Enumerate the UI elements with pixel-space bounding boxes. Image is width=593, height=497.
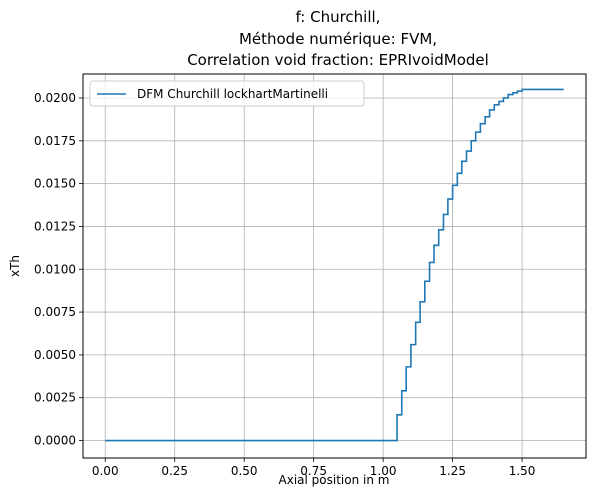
y-tick-label: 0.0050 — [34, 348, 76, 362]
y-tick-label: 0.0200 — [34, 91, 76, 105]
y-axis-ticks: 0.0000 0.0025 0.0050 0.0075 0.0100 0.0125 0.01… — [34, 91, 83, 448]
legend-box — [89, 80, 365, 107]
y-tick-label: 0.0175 — [34, 134, 76, 148]
x-tick-label: 0.25 — [161, 464, 188, 478]
title-line-2: Méthode numérique: FVM, — [239, 30, 437, 48]
y-tick-label: 0.0125 — [34, 219, 76, 233]
series-line — [105, 88, 564, 442]
y-tick-label: 0.0075 — [34, 305, 76, 319]
y-tick-label: 0.0000 — [34, 434, 76, 448]
y-tick-label: 0.0025 — [34, 391, 76, 405]
x-tick-label: 1.50 — [509, 464, 536, 478]
x-axis-label: Axial position in m — [279, 473, 390, 487]
legend: DFM Churchill lockhartMartinelli — [89, 80, 365, 107]
legend-label: DFM Churchill lockhartMartinelli — [137, 87, 328, 101]
x-tick-label: 0.75 — [300, 464, 327, 478]
title-line-1: f: Churchill, — [296, 8, 381, 26]
title-line-3: Correlation void fraction: EPRIvoidModel — [187, 51, 489, 69]
chart-title: f: Churchill, Méthode numérique: FVM, Co… — [187, 8, 489, 69]
x-tick-label: 1.25 — [439, 464, 466, 478]
plot-frame — [82, 73, 587, 459]
y-tick-label: 0.0150 — [34, 177, 76, 191]
series-layer — [105, 88, 564, 442]
x-axis-ticks: 0.00 0.25 0.50 0.75 1.00 1.25 1.50 — [92, 458, 536, 478]
y-axis-label: xTh — [8, 255, 22, 277]
y-tick-label: 0.0100 — [34, 262, 76, 276]
x-tick-label: 1.00 — [370, 464, 397, 478]
grid — [83, 74, 586, 458]
x-tick-label: 0.00 — [92, 464, 119, 478]
x-tick-label: 0.50 — [231, 464, 258, 478]
